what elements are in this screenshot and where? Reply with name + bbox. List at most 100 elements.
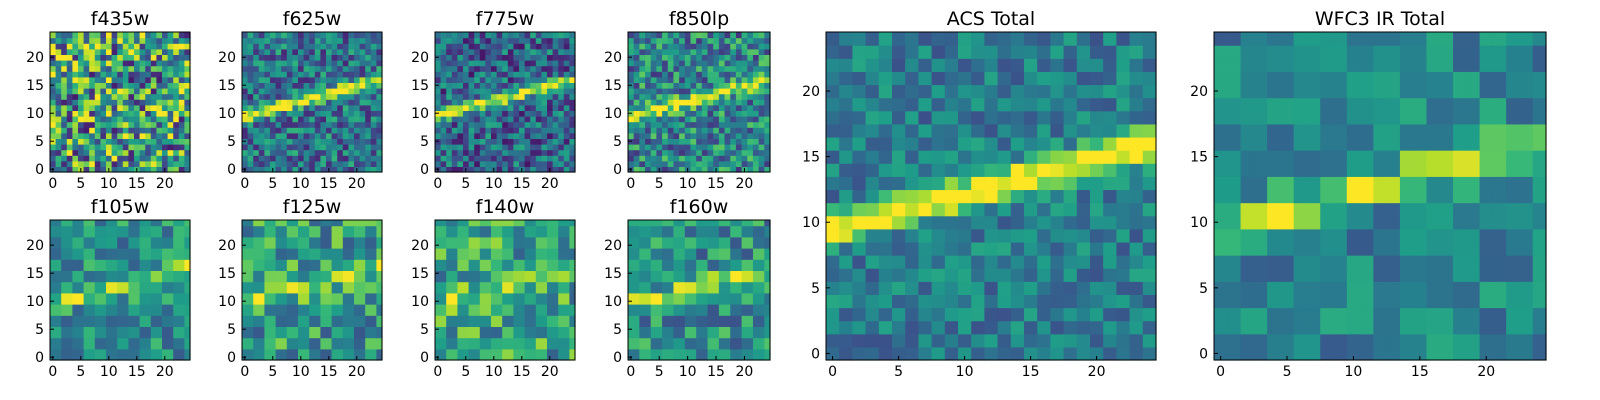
heatmap-cell xyxy=(122,127,129,134)
heatmap-cell xyxy=(673,315,680,322)
heatmap-cell xyxy=(446,348,453,355)
heatmap-cell xyxy=(337,354,344,361)
heatmap-cell xyxy=(519,65,526,72)
heatmap-cell xyxy=(303,315,310,322)
heatmap-cell xyxy=(162,337,169,344)
heatmap-cell xyxy=(184,127,191,134)
heatmap-cell xyxy=(50,43,57,50)
heatmap-cell xyxy=(184,276,191,283)
heatmap-cell xyxy=(354,93,361,100)
heatmap-cell xyxy=(569,337,576,344)
heatmap-cell xyxy=(552,354,559,361)
heatmap-cell xyxy=(178,332,185,339)
heatmap-cell xyxy=(78,270,85,277)
heatmap-cell xyxy=(128,93,135,100)
heatmap-cell xyxy=(376,155,383,162)
heatmap-cell xyxy=(314,292,321,299)
heatmap-cell xyxy=(150,166,157,173)
heatmap-cell xyxy=(507,65,514,72)
heatmap-cell xyxy=(667,149,675,156)
heatmap-cell xyxy=(541,264,548,271)
heatmap-cell xyxy=(281,60,288,67)
heatmap-cell xyxy=(569,332,576,339)
heatmap-cell xyxy=(94,304,101,311)
heatmap-cell xyxy=(331,155,338,162)
heatmap-cell xyxy=(684,281,692,288)
heatmap-cell xyxy=(173,264,180,271)
heatmap-cell xyxy=(128,315,135,322)
heatmap-cell xyxy=(286,110,293,117)
heatmap-cell xyxy=(496,259,503,266)
heatmap-cell xyxy=(173,287,180,294)
heatmap-cell xyxy=(752,326,760,333)
heatmap-cell xyxy=(178,315,185,322)
heatmap-cell xyxy=(563,54,570,61)
heatmap-cell xyxy=(667,315,675,322)
heatmap-cell xyxy=(326,37,333,44)
heatmap-cell xyxy=(747,264,754,271)
heatmap-cell xyxy=(451,71,458,78)
heatmap-cell xyxy=(662,110,669,117)
heatmap-cell xyxy=(50,104,57,111)
heatmap-cell xyxy=(633,160,640,167)
heatmap-cell xyxy=(376,326,383,333)
heatmap-cell xyxy=(541,127,548,134)
heatmap-cell xyxy=(270,116,277,123)
heatmap-cell xyxy=(519,343,526,350)
heatmap-cell xyxy=(656,110,663,117)
heatmap-cell xyxy=(122,320,129,327)
heatmap-cell xyxy=(111,225,118,232)
heatmap-cell xyxy=(535,354,542,361)
heatmap-cell xyxy=(145,287,152,294)
heatmap-cell xyxy=(320,116,327,123)
heatmap-cell xyxy=(741,332,748,339)
heatmap-cell xyxy=(134,127,141,134)
heatmap-cell xyxy=(50,160,57,167)
heatmap-cell xyxy=(628,93,635,100)
heatmap-cell xyxy=(451,220,458,227)
heatmap-cell xyxy=(547,127,554,134)
heatmap-cell xyxy=(167,116,174,123)
heatmap-cell xyxy=(117,332,124,339)
heatmap-cell xyxy=(752,259,760,266)
heatmap-cell xyxy=(519,144,526,151)
heatmap-cell xyxy=(684,116,692,123)
panel-title: f125w xyxy=(283,196,342,218)
heatmap-cell xyxy=(247,149,254,156)
heatmap-cell xyxy=(502,231,509,238)
x-tick-label: 5 xyxy=(268,364,277,380)
heatmap-cell xyxy=(451,264,458,271)
heatmap-cell xyxy=(690,287,697,294)
heatmap-cell xyxy=(747,144,754,151)
heatmap-cell xyxy=(145,276,152,283)
heatmap-cell xyxy=(650,48,657,55)
heatmap-cell xyxy=(298,309,305,316)
heatmap-cell xyxy=(628,292,635,299)
heatmap-cell xyxy=(628,37,635,44)
x-tick-label: 15 xyxy=(513,364,531,380)
heatmap-cell xyxy=(376,116,383,123)
heatmap-cell xyxy=(281,88,288,95)
heatmap-cell xyxy=(66,337,73,344)
heatmap-cell xyxy=(258,242,265,249)
heatmap-cell xyxy=(440,155,447,162)
heatmap-cell xyxy=(117,242,124,249)
heatmap-cell xyxy=(741,43,748,50)
heatmap-cell xyxy=(122,326,129,333)
heatmap-cell xyxy=(139,315,146,322)
heatmap-cell xyxy=(348,93,355,100)
heatmap-cell xyxy=(320,220,327,227)
heatmap-cell xyxy=(258,65,265,72)
heatmap-cell xyxy=(633,99,640,106)
heatmap-cell xyxy=(645,155,652,162)
heatmap-cell xyxy=(569,88,576,95)
heatmap-cell xyxy=(690,160,697,167)
heatmap-cell xyxy=(242,220,249,227)
heatmap-cell xyxy=(247,32,254,39)
heatmap-cell xyxy=(128,144,135,151)
heatmap-cell xyxy=(370,231,377,238)
heatmap-cell xyxy=(440,149,447,156)
heatmap-cell xyxy=(440,116,447,123)
heatmap-cell xyxy=(72,292,79,299)
heatmap-cell xyxy=(496,276,503,283)
